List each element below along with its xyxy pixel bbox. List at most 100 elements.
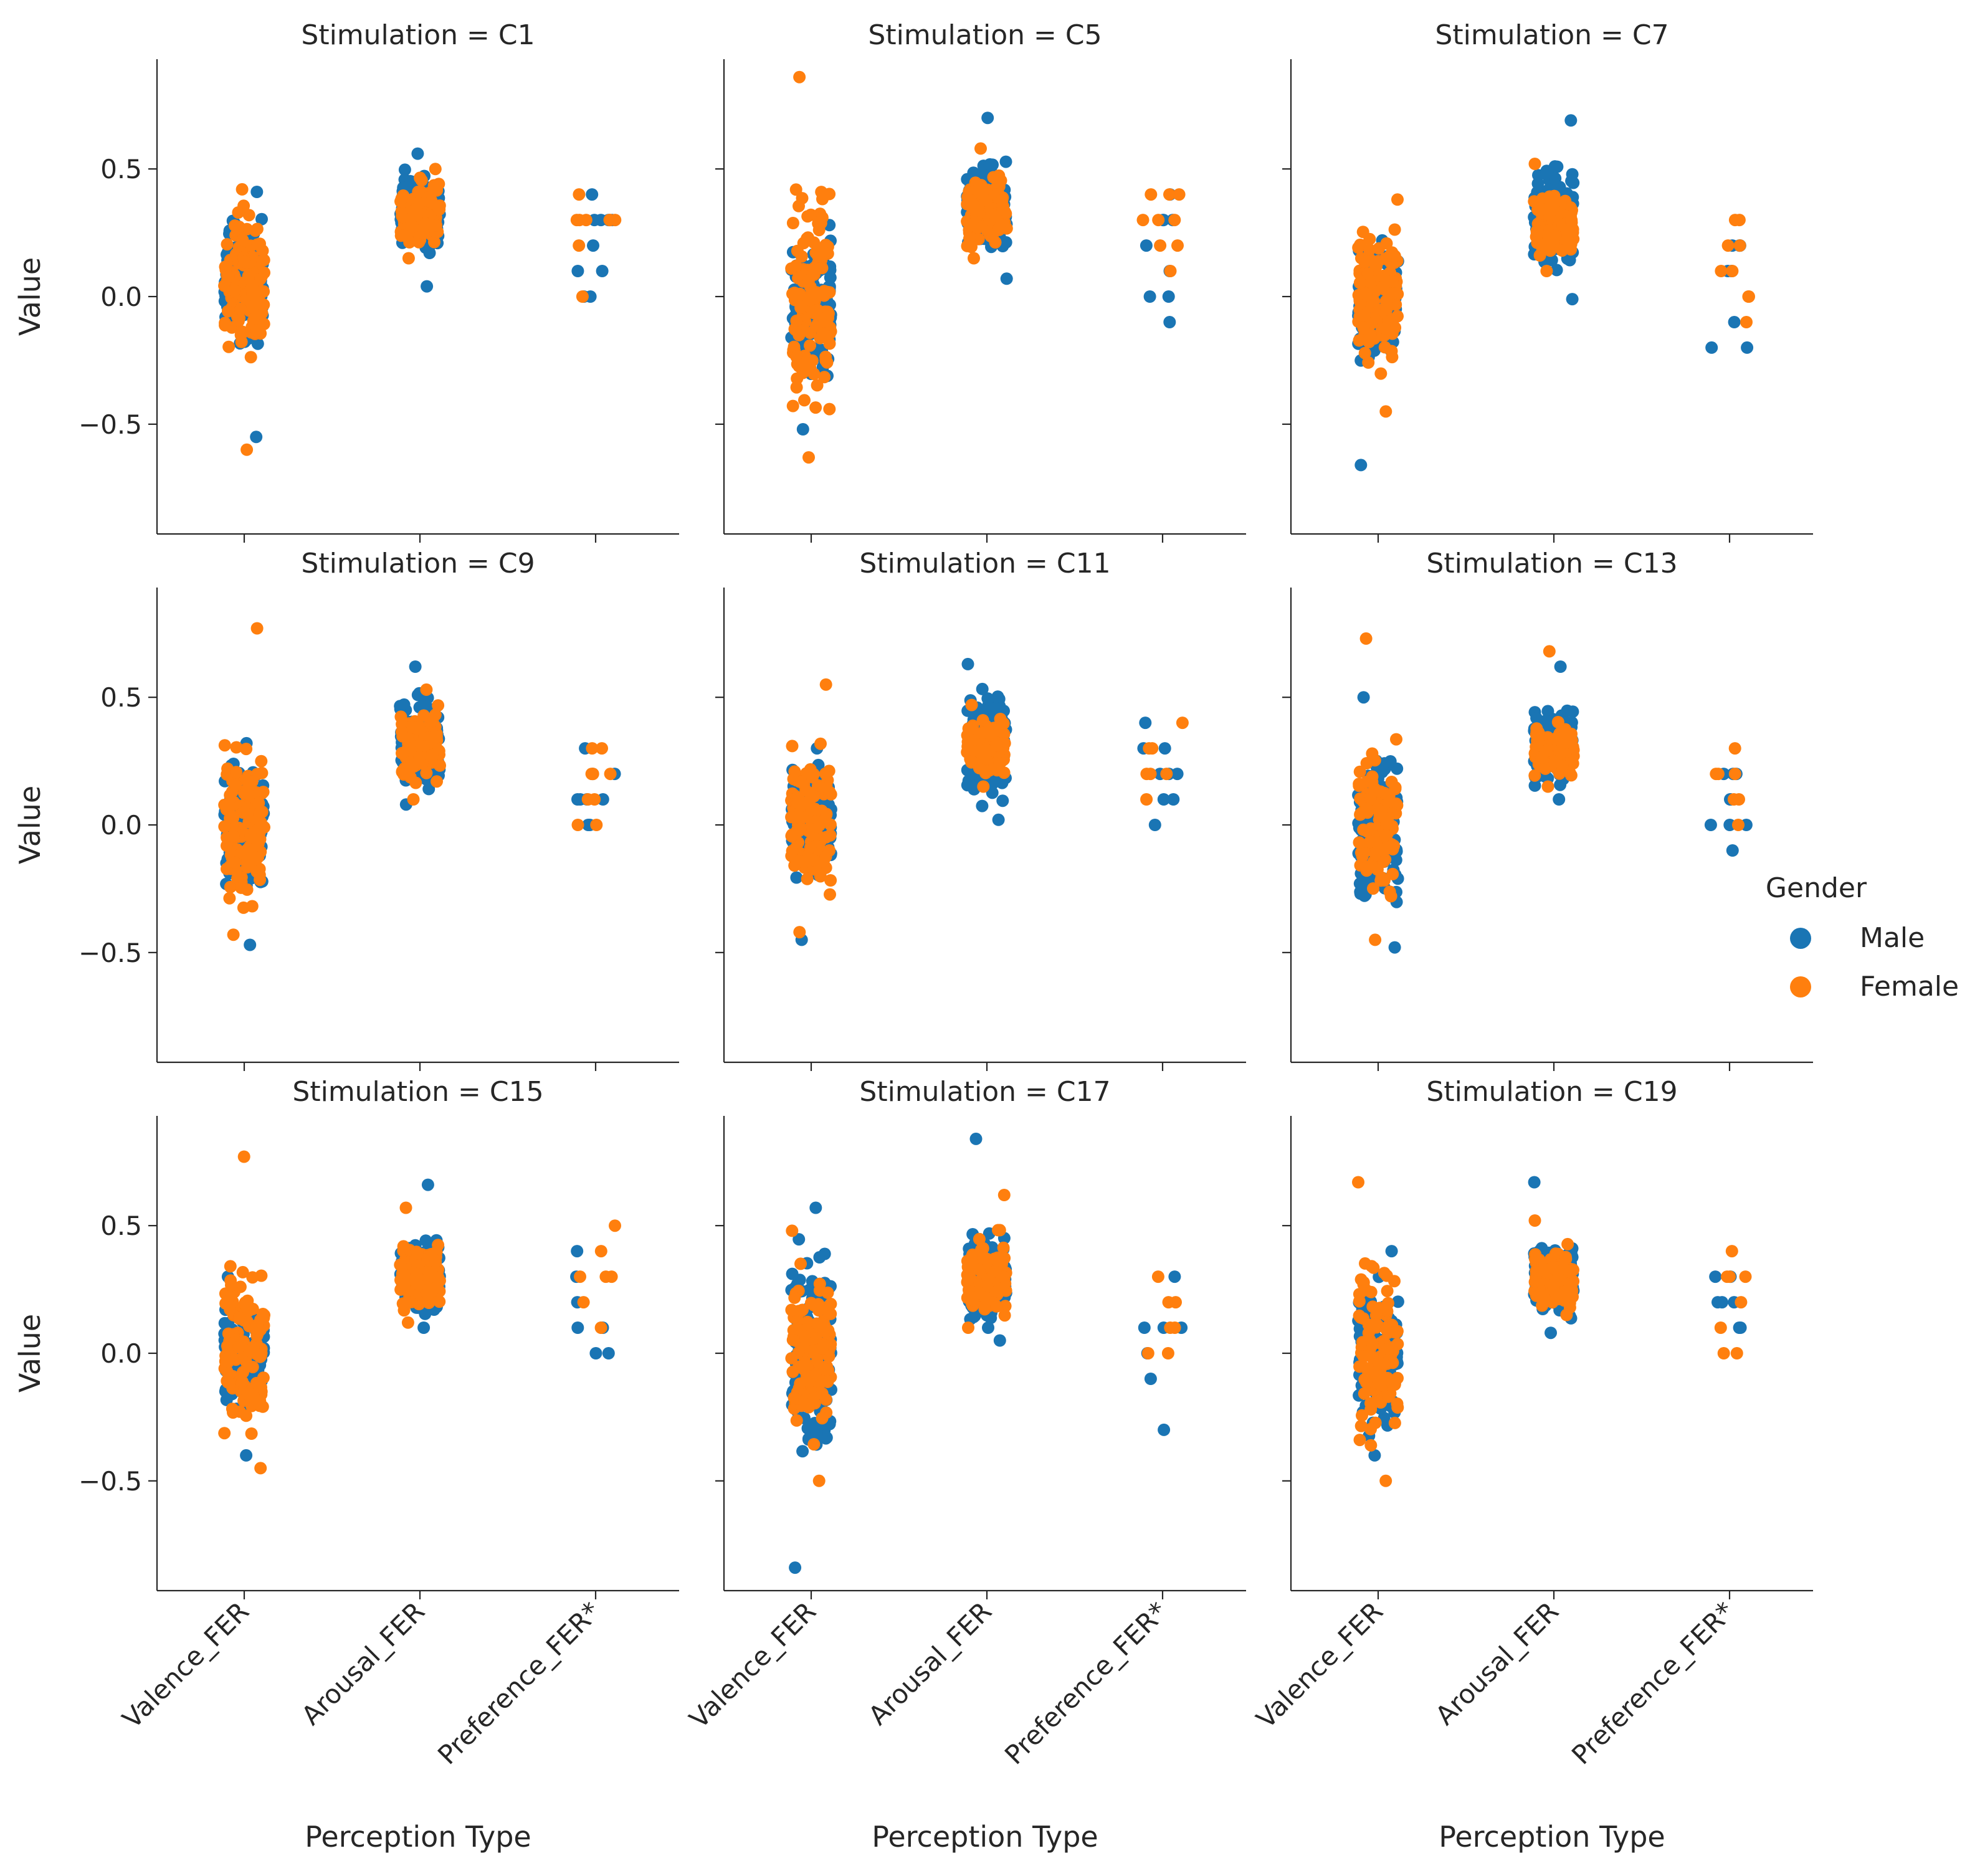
point-female <box>788 765 801 778</box>
point-female <box>1363 836 1376 849</box>
point-female <box>1173 188 1186 201</box>
point-male <box>250 431 263 444</box>
points <box>785 70 1186 464</box>
point-female <box>804 841 817 854</box>
point-male <box>824 271 837 284</box>
point-female <box>822 307 835 320</box>
point-female <box>246 287 259 300</box>
point-female <box>413 751 426 763</box>
point-female <box>588 793 601 806</box>
point-female <box>396 1297 409 1310</box>
point-male <box>1138 1321 1151 1334</box>
point-female <box>254 1462 267 1475</box>
point-female <box>1739 1270 1752 1283</box>
point-female <box>789 183 802 196</box>
points <box>218 622 621 951</box>
x-axis-title: Perception Type <box>1439 1820 1665 1854</box>
point-female <box>793 287 806 300</box>
point-female <box>794 300 807 313</box>
point-male <box>255 212 268 226</box>
point-female <box>250 1318 264 1331</box>
point-female <box>236 325 249 338</box>
point-male <box>240 1449 253 1462</box>
point-male <box>1388 941 1401 954</box>
point-female <box>1360 802 1373 816</box>
point-female <box>1369 933 1382 946</box>
x-tick-label: Valence_FER <box>683 1596 822 1734</box>
point-female <box>1388 1275 1401 1288</box>
points <box>218 147 622 456</box>
points <box>785 1132 1188 1574</box>
point-female <box>801 872 814 885</box>
point-female <box>1560 1308 1573 1321</box>
point-male <box>999 155 1012 168</box>
point-female <box>986 230 999 243</box>
point-female <box>818 371 831 384</box>
point-female <box>1164 265 1177 277</box>
point-female <box>255 1269 268 1282</box>
point-female <box>968 252 980 265</box>
point-female <box>255 766 269 779</box>
point-female <box>230 766 243 779</box>
point-female <box>571 819 584 831</box>
point-female <box>790 315 803 327</box>
point-female <box>1715 265 1728 277</box>
point-male <box>810 1427 823 1440</box>
point-female <box>796 855 809 869</box>
point-female <box>218 820 231 833</box>
point-female <box>789 259 802 272</box>
point-female <box>1743 290 1755 303</box>
point-female <box>594 1245 607 1258</box>
point-female <box>812 1474 826 1487</box>
point-female <box>786 1333 799 1346</box>
point-female <box>1710 768 1723 781</box>
point-female <box>225 1278 237 1292</box>
point-female <box>570 214 583 227</box>
y-axis-title: Value <box>13 1314 47 1393</box>
point-female <box>233 1311 246 1324</box>
point-female <box>1544 244 1557 257</box>
point-female <box>396 725 408 738</box>
point-male <box>416 700 429 713</box>
point-female <box>1363 232 1376 245</box>
point-male <box>596 265 609 277</box>
point-female <box>816 262 829 275</box>
point-female <box>599 1270 612 1283</box>
point-female <box>1717 1347 1730 1359</box>
point-female <box>965 698 978 712</box>
point-male <box>786 1267 799 1280</box>
point-female <box>971 204 984 217</box>
point-male <box>1554 660 1567 673</box>
point-female <box>222 270 235 283</box>
point-male <box>996 794 1009 807</box>
point-male <box>1528 1176 1541 1189</box>
point-female <box>807 854 820 867</box>
point-female <box>793 328 806 341</box>
point-male <box>1139 717 1152 730</box>
point-female <box>1549 1275 1562 1288</box>
point-female <box>1146 742 1159 755</box>
point-female <box>1152 214 1165 227</box>
point-female <box>1528 1214 1541 1227</box>
point-male <box>1158 742 1171 755</box>
point-female <box>973 1232 986 1245</box>
point-male <box>976 799 989 812</box>
point-female <box>245 843 258 856</box>
point-male <box>1385 1245 1398 1258</box>
point-female <box>814 737 827 750</box>
point-female <box>1379 829 1392 842</box>
point-female <box>786 217 799 229</box>
point-female <box>1354 1419 1368 1432</box>
point-female <box>399 229 412 242</box>
point-female <box>609 1219 621 1232</box>
point-female <box>1176 717 1189 730</box>
point-female <box>977 780 990 793</box>
point-female <box>1732 819 1745 831</box>
point-female <box>812 250 825 263</box>
point-female <box>604 214 617 227</box>
point-female <box>1553 206 1566 219</box>
point-male <box>989 702 1002 715</box>
